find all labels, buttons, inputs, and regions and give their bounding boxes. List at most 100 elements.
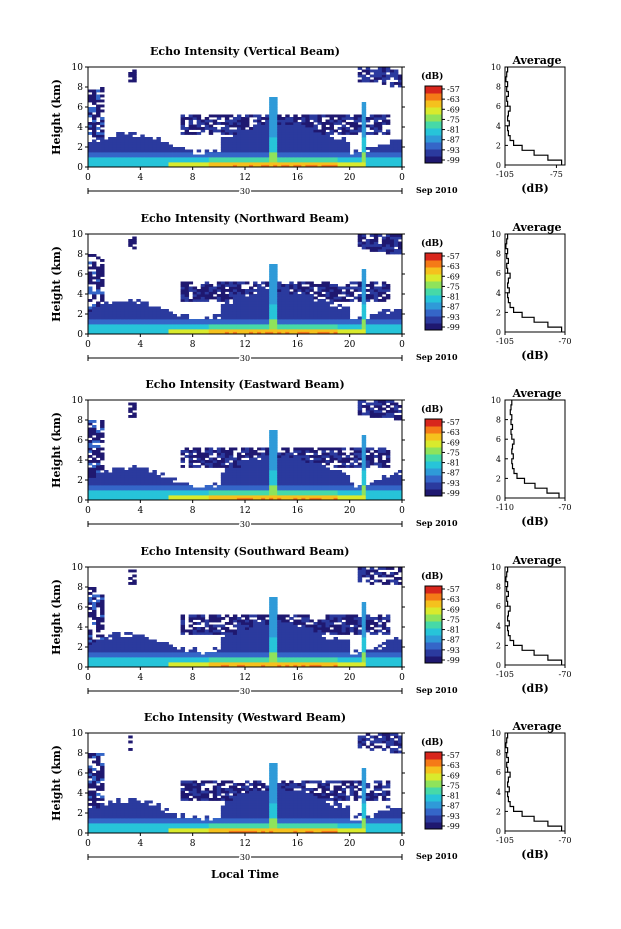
echo-cell: [96, 450, 101, 453]
echo-cell: [361, 480, 367, 483]
echo-cell: [277, 114, 282, 118]
echo-cell: [216, 617, 222, 620]
echo-cell: [132, 236, 137, 240]
echo-cell: [172, 164, 177, 168]
echo-cell: [112, 309, 117, 312]
echo-cell: [204, 281, 210, 285]
echo-cell: [353, 324, 359, 327]
echo-cell: [148, 164, 153, 168]
echo-cell: [148, 311, 153, 315]
echo-cell: [373, 455, 379, 458]
echo-cell: [152, 644, 157, 648]
echo-cell: [277, 617, 282, 620]
echo-cell: [100, 457, 105, 461]
echo-cell: [329, 301, 334, 305]
echo-cell: [357, 239, 363, 242]
echo-cell: [92, 329, 97, 332]
echo-cell: [369, 490, 375, 493]
echo-cell: [281, 622, 286, 625]
echo-cell: [293, 457, 298, 461]
echo-cell: [96, 435, 101, 438]
colorbar-segment: [425, 489, 442, 497]
echo-cell: [361, 129, 367, 133]
echo-cell: [265, 470, 270, 473]
echo-cell: [92, 602, 97, 605]
echo-cell: [269, 152, 274, 155]
echo-cell: [377, 234, 383, 237]
echo-cell: [321, 319, 326, 322]
echo-cell: [240, 157, 246, 160]
echo-cell: [220, 659, 226, 663]
echo-cell: [273, 450, 278, 453]
echo-cell: [120, 134, 125, 138]
echo-cell: [236, 306, 242, 310]
echo-cell: [236, 114, 242, 118]
echo-cell: [377, 149, 383, 153]
echo-cell: [196, 117, 202, 120]
echo-cell: [204, 622, 210, 625]
echo-cell: [200, 286, 206, 290]
echo-cell: [265, 134, 270, 138]
avg-y-tick-label: 6: [496, 269, 501, 278]
colorbar-segment: [425, 281, 442, 289]
echo-cell: [224, 164, 230, 168]
echo-cell: [144, 311, 149, 315]
echo-cell: [100, 154, 105, 158]
echo-cell: [281, 296, 286, 300]
echo-cell: [88, 435, 93, 438]
echo-cell: [333, 480, 338, 483]
echo-cell: [92, 149, 97, 153]
echo-cell: [341, 124, 347, 128]
echo-cell: [277, 465, 282, 468]
echo-cell: [88, 477, 93, 481]
echo-cell: [112, 139, 117, 143]
echo-cell: [108, 639, 113, 643]
echo-cell: [281, 475, 286, 478]
echo-cell: [160, 149, 165, 153]
echo-cell: [353, 460, 359, 463]
avg-y-tick-label: 0: [496, 328, 501, 337]
echo-cell: [128, 314, 133, 317]
echo-cell: [361, 309, 367, 312]
echo-cell: [277, 324, 282, 327]
echo-cell: [345, 311, 351, 315]
echo-cell: [100, 321, 105, 325]
echo-cell: [305, 296, 310, 300]
echo-cell: [249, 142, 254, 145]
echo-cell: [349, 291, 355, 295]
echo-cell: [381, 331, 387, 335]
x-tick-label: 8: [190, 340, 196, 350]
echo-cell: [361, 244, 367, 247]
echo-cell: [100, 659, 105, 663]
echo-cell: [393, 472, 399, 476]
echo-cell: [377, 490, 383, 493]
echo-cell: [132, 467, 137, 471]
echo-cell: [92, 271, 97, 275]
echo-cell: [365, 164, 371, 168]
echo-cell: [176, 657, 181, 660]
echo-cell: [297, 286, 302, 290]
echo-cell: [277, 304, 282, 307]
echo-cell: [212, 324, 218, 327]
echo-cell: [188, 329, 194, 332]
echo-cell: [112, 147, 117, 150]
echo-cell: [152, 309, 157, 312]
echo-cell: [204, 331, 210, 335]
echo-cell: [180, 490, 186, 493]
echo-cell: [224, 475, 230, 478]
echo-cell: [148, 490, 153, 493]
echo-cell: [269, 629, 274, 633]
echo-cell: [277, 329, 282, 332]
echo-cell: [140, 324, 145, 327]
echo-cell: [381, 239, 387, 242]
echo-cell: [301, 139, 306, 143]
echo-cell: [92, 617, 97, 620]
echo-cell: [100, 649, 105, 653]
echo-cell: [208, 495, 214, 498]
echo-cell: [245, 467, 250, 471]
echo-cell: [100, 432, 105, 436]
echo-cell: [345, 144, 351, 148]
echo-cell: [208, 460, 214, 463]
echo-cell: [216, 455, 222, 458]
echo-cell: [236, 144, 242, 148]
